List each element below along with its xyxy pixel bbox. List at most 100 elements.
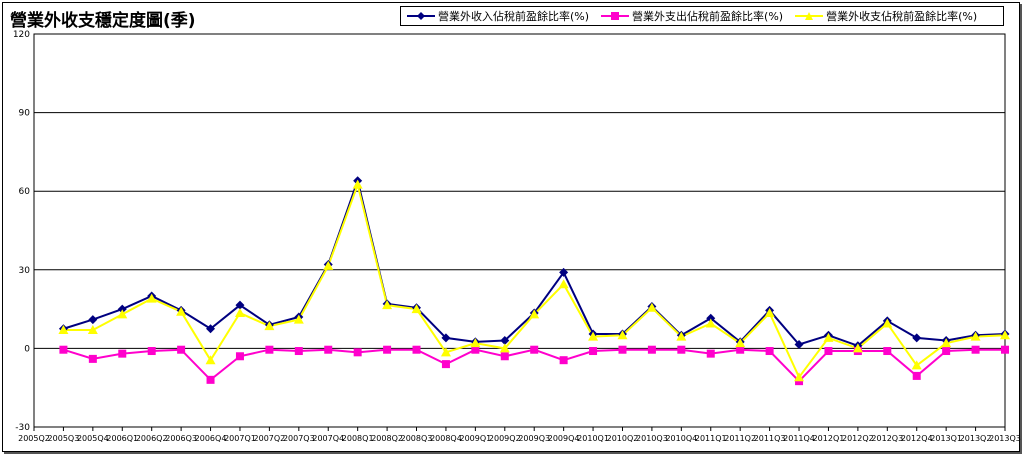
data-point-0 — [235, 300, 245, 310]
legend-swatch-income — [407, 12, 435, 20]
data-point-0 — [912, 333, 922, 343]
data-point-1 — [353, 348, 362, 357]
data-point-2 — [87, 325, 98, 335]
data-point-1 — [912, 371, 921, 380]
data-point-1 — [677, 345, 686, 354]
data-point-2 — [58, 325, 69, 335]
y-tick-label: 0 — [24, 344, 30, 354]
data-point-1 — [412, 345, 421, 354]
data-point-1 — [59, 345, 68, 354]
x-tick-label: 2009Q3 — [518, 434, 550, 443]
data-point-2 — [617, 330, 628, 340]
y-tick-label: 30 — [19, 266, 31, 276]
data-point-2 — [882, 318, 893, 328]
data-point-2 — [352, 179, 363, 189]
data-point-0 — [559, 267, 569, 277]
series-line-1 — [63, 348, 1005, 383]
x-tick-label: 2005Q2 — [18, 434, 50, 443]
data-point-2 — [911, 360, 922, 370]
x-tick-label: 2009Q4 — [548, 434, 580, 443]
data-point-1 — [324, 345, 333, 354]
data-point-0 — [88, 315, 98, 325]
x-tick-label: 2011Q4 — [783, 434, 815, 443]
x-tick-label: 2005Q3 — [48, 434, 80, 443]
data-point-1 — [441, 360, 450, 369]
data-point-1 — [177, 345, 186, 354]
y-tick-label: 60 — [19, 187, 31, 197]
y-tick-label: 120 — [13, 30, 30, 40]
data-point-2 — [558, 279, 569, 289]
data-point-2 — [146, 293, 157, 303]
data-point-2 — [529, 309, 540, 319]
legend-label-income: 營業外收入佔稅前盈餘比率(%) — [438, 10, 590, 23]
x-tick-label: 2006Q4 — [195, 434, 227, 443]
data-point-1 — [88, 354, 97, 363]
x-tick-label: 2013Q3 — [989, 434, 1021, 443]
data-point-2 — [176, 306, 187, 316]
data-point-1 — [265, 345, 274, 354]
data-point-1 — [736, 345, 745, 354]
data-point-2 — [470, 338, 481, 348]
data-point-2 — [411, 304, 422, 314]
x-tick-label: 2007Q4 — [312, 434, 344, 443]
data-point-2 — [794, 372, 805, 382]
x-tick-label: 2013Q2 — [960, 434, 992, 443]
data-point-1 — [589, 347, 598, 356]
data-point-2 — [293, 314, 304, 324]
legend-label-net: 營業外收支佔稅前盈餘比率(%) — [826, 10, 978, 23]
plot-area — [33, 33, 1006, 428]
data-point-2 — [705, 318, 716, 328]
data-point-1 — [618, 345, 627, 354]
data-point-1 — [118, 349, 127, 358]
data-point-1 — [500, 352, 509, 361]
data-point-2 — [646, 302, 657, 312]
x-tick-label: 2012Q2 — [842, 434, 874, 443]
legend-item-net: 營業外收支佔稅前盈餘比率(%) — [795, 8, 977, 24]
data-point-2 — [1000, 330, 1010, 340]
data-point-1 — [1001, 345, 1009, 354]
x-tick-label: 2009Q1 — [459, 434, 491, 443]
data-point-1 — [471, 345, 480, 354]
data-point-2 — [852, 343, 863, 353]
data-point-0 — [206, 324, 216, 334]
data-point-2 — [941, 338, 952, 348]
data-point-1 — [235, 352, 244, 361]
x-tick-label: 2010Q4 — [665, 434, 697, 443]
legend-item-income: 營業外收入佔稅前盈餘比率(%) — [407, 8, 589, 24]
x-tick-label: 2010Q3 — [636, 434, 668, 443]
x-tick-label: 2005Q4 — [77, 434, 109, 443]
x-tick-label: 2009Q2 — [489, 434, 521, 443]
x-tick-label: 2010Q1 — [577, 434, 609, 443]
x-tick-label: 2007Q3 — [283, 434, 315, 443]
legend-item-expense: 營業外支出佔稅前盈餘比率(%) — [601, 8, 783, 24]
x-tick-label: 2008Q1 — [342, 434, 374, 443]
y-tick-label: 90 — [19, 109, 31, 119]
data-point-0 — [706, 313, 716, 323]
data-point-2 — [499, 343, 510, 353]
x-tick-label: 2008Q3 — [401, 434, 433, 443]
data-point-2 — [382, 300, 393, 310]
data-point-1 — [942, 347, 951, 356]
x-tick-label: 2007Q1 — [224, 434, 256, 443]
data-point-2 — [323, 260, 334, 270]
data-point-1 — [383, 345, 392, 354]
legend-swatch-net — [795, 12, 824, 20]
x-tick-label: 2008Q4 — [430, 434, 462, 443]
x-tick-label: 2007Q2 — [254, 434, 286, 443]
legend-swatch-expense — [601, 12, 630, 20]
data-point-2 — [588, 331, 599, 341]
x-tick-label: 2011Q3 — [754, 434, 786, 443]
data-point-1 — [206, 375, 215, 384]
data-point-2 — [264, 321, 275, 331]
data-point-1 — [559, 356, 568, 365]
data-point-2 — [764, 308, 775, 318]
data-point-0 — [441, 333, 451, 343]
x-tick-label: 2006Q2 — [136, 434, 168, 443]
chart-frame — [2, 2, 1020, 452]
data-point-2 — [234, 308, 245, 318]
y-tick-label: -30 — [15, 423, 30, 433]
data-point-2 — [440, 347, 451, 357]
data-point-2 — [117, 309, 128, 319]
x-tick-label: 2008Q2 — [371, 434, 403, 443]
data-point-1 — [530, 345, 539, 354]
